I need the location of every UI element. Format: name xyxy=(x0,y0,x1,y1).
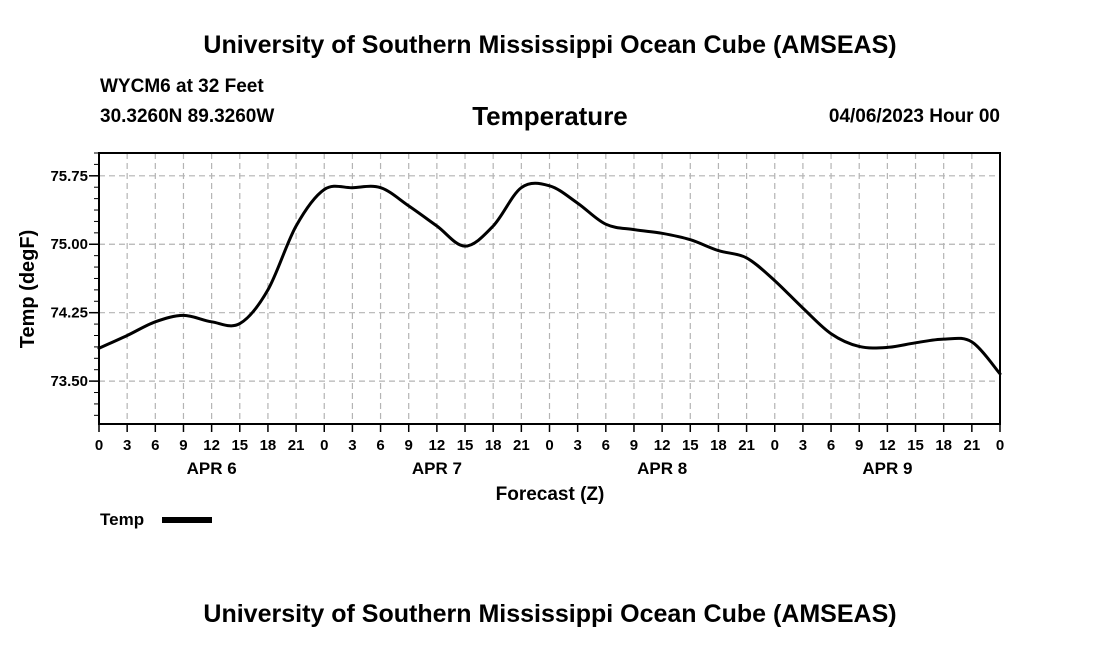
x-tick-label: 9 xyxy=(855,437,863,454)
chart-title: Temperature xyxy=(472,101,628,131)
x-tick-label: 0 xyxy=(996,437,1004,454)
x-tick-label: 18 xyxy=(935,437,952,454)
x-tick-label: 18 xyxy=(710,437,727,454)
x-day-label: APR 9 xyxy=(862,459,912,478)
series-line-temp xyxy=(97,181,1002,376)
x-tick-label: 18 xyxy=(260,437,277,454)
x-tick-label: 6 xyxy=(376,437,384,454)
x-axis-label: Forecast (Z) xyxy=(496,484,605,505)
x-tick-label: 0 xyxy=(771,437,779,454)
x-tick-label: 21 xyxy=(738,437,755,454)
x-tick-label: 3 xyxy=(573,437,581,454)
x-tick-label: 0 xyxy=(95,437,103,454)
x-day-label: APR 8 xyxy=(637,459,687,478)
y-tick-label: 75.75 xyxy=(50,168,88,185)
chart-footer-title: University of Southern Mississippi Ocean… xyxy=(203,600,897,628)
x-tick-label: 12 xyxy=(203,437,220,454)
x-day-label: APR 6 xyxy=(187,459,237,478)
legend-label-temp: Temp xyxy=(100,510,144,529)
x-tick-label: 0 xyxy=(545,437,553,454)
station-coordinates: 30.3260N 89.3260W xyxy=(100,106,275,127)
x-day-label: APR 7 xyxy=(412,459,462,478)
plot-frame xyxy=(98,152,1001,425)
x-tick-label: 0 xyxy=(320,437,328,454)
x-tick-label: 3 xyxy=(799,437,807,454)
x-tick-label: 15 xyxy=(231,437,248,454)
x-tick-label: 6 xyxy=(151,437,159,454)
y-tick-label: 73.50 xyxy=(50,373,88,390)
x-tick-label: 9 xyxy=(179,437,187,454)
x-tick-label: 6 xyxy=(827,437,835,454)
chart-header-title: University of Southern Mississippi Ocean… xyxy=(203,31,897,59)
x-tick-label: 3 xyxy=(348,437,356,454)
x-tick-label: 12 xyxy=(879,437,896,454)
x-tick-label: 21 xyxy=(964,437,981,454)
y-tick-label: 75.00 xyxy=(50,236,88,253)
station-label: WYCM6 at 32 Feet xyxy=(100,76,264,97)
y-tick-label: 74.25 xyxy=(50,305,88,322)
x-tick-label: 12 xyxy=(654,437,671,454)
x-tick-label: 12 xyxy=(429,437,446,454)
forecast-date: 04/06/2023 Hour 00 xyxy=(828,106,1000,127)
x-tick-label: 9 xyxy=(630,437,638,454)
x-tick-label: 9 xyxy=(405,437,413,454)
x-tick-label: 21 xyxy=(513,437,530,454)
x-tick-label: 15 xyxy=(682,437,699,454)
x-tick-label: 15 xyxy=(907,437,924,454)
x-tick-label: 15 xyxy=(457,437,474,454)
x-tick-label: 6 xyxy=(602,437,610,454)
x-tick-label: 21 xyxy=(288,437,305,454)
x-tick-label: 18 xyxy=(485,437,502,454)
x-tick-label: 3 xyxy=(123,437,131,454)
y-axis-label: Temp (degF) xyxy=(17,230,39,349)
